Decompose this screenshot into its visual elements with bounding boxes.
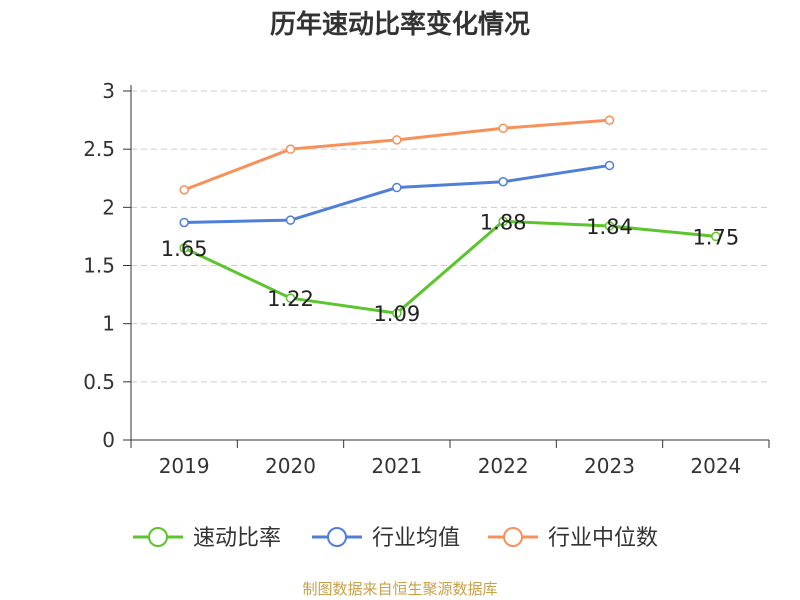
legend-item-2[interactable]: 行业中位数 — [488, 526, 658, 551]
data-label: 1.09 — [373, 302, 420, 326]
y-tick-label: 0.5 — [83, 370, 115, 394]
data-point[interactable] — [392, 308, 402, 318]
data-point[interactable] — [285, 293, 296, 303]
x-tick-label: 2023 — [584, 454, 635, 478]
data-point[interactable] — [179, 217, 189, 228]
data-point[interactable] — [498, 176, 508, 187]
data-labels: 1.65 1.22 1.09 1.88 1.84 1.75 — [161, 210, 739, 326]
legend-label: 速动比率 — [193, 526, 281, 551]
legend-marker-icon — [503, 527, 523, 547]
legend-label: 行业均值 — [372, 526, 460, 551]
x-tick-label: 2020 — [265, 454, 316, 478]
series-line-2 — [183, 118, 610, 192]
series-line-1 — [184, 163, 610, 224]
source-note: 制图数据来自恒生聚源数据库 — [302, 580, 498, 598]
legend-item-1[interactable]: 行业均值 — [312, 526, 460, 551]
x-tick-label: 2024 — [690, 454, 741, 478]
y-tick-label: 1.5 — [83, 254, 115, 278]
grid-lines — [131, 90, 769, 383]
data-point[interactable] — [392, 182, 402, 193]
y-tick-label: 2.5 — [83, 137, 115, 161]
data-point[interactable] — [498, 216, 508, 227]
data-point[interactable] — [179, 243, 189, 253]
data-point[interactable] — [285, 144, 296, 154]
y-tick-label: 3 — [102, 79, 115, 103]
legend-item-0[interactable]: 速动比率 — [133, 526, 281, 551]
data-label: 1.75 — [692, 225, 739, 249]
axes: 0 0.5 1 1.5 2 2.5 3 2019 2020 2021 2022 2023 2024 — [83, 79, 770, 478]
x-tick-label: 2022 — [478, 454, 529, 478]
data-label: 1.84 — [586, 215, 633, 239]
data-label: 1.88 — [480, 210, 527, 234]
chart-title: 历年速动比率变化情况 — [269, 10, 530, 40]
legend-label: 行业中位数 — [548, 526, 658, 551]
series-line-0 — [183, 219, 716, 315]
y-tick-label: 0 — [102, 428, 115, 452]
x-tick-label: 2019 — [159, 454, 210, 478]
data-point[interactable] — [604, 115, 615, 125]
legend[interactable]: 速动比率 行业均值 行业中位数 — [133, 526, 658, 551]
data-label: 1.22 — [267, 287, 314, 311]
legend-marker-icon — [327, 527, 347, 547]
y-tick-label: 2 — [102, 195, 115, 219]
data-label: 1.65 — [161, 237, 208, 261]
y-tick-label: 1 — [102, 312, 115, 336]
data-point[interactable] — [604, 160, 615, 171]
data-point[interactable] — [604, 221, 615, 231]
data-point[interactable] — [285, 215, 296, 225]
data-point[interactable] — [711, 231, 721, 242]
data-point[interactable] — [179, 185, 189, 195]
legend-marker-icon — [148, 527, 168, 547]
data-point[interactable] — [498, 123, 508, 133]
x-tick-label: 2021 — [371, 454, 422, 478]
series-lines — [179, 115, 721, 318]
data-point[interactable] — [392, 135, 402, 145]
